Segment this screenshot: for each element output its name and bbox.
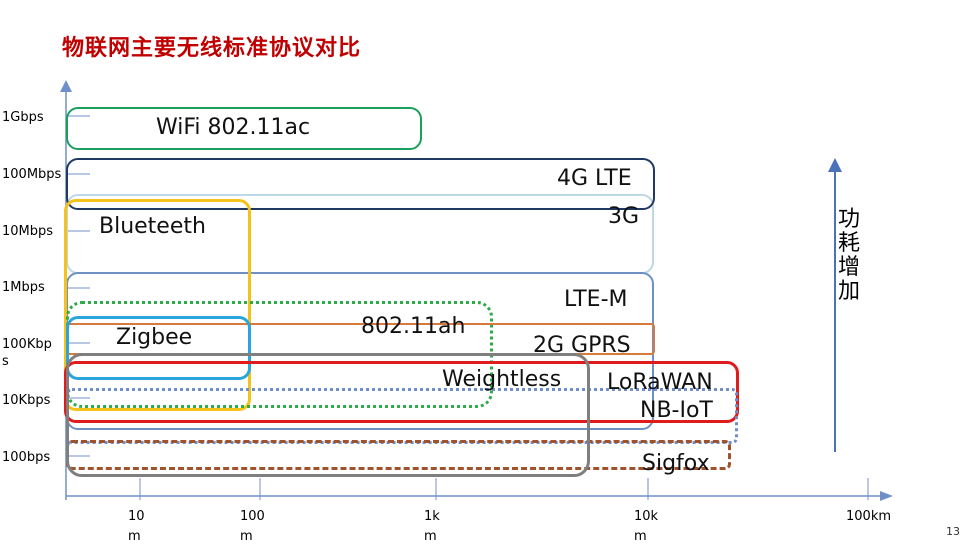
label-nbiot: NB-IoT xyxy=(640,398,713,423)
page-title: 物联网主要无线标准协议对比 xyxy=(62,36,362,61)
y-axis-arrow xyxy=(60,80,72,92)
y-label-1mbps: 1Mbps xyxy=(2,280,45,295)
x-label-10m: 10 m xyxy=(128,509,145,544)
y-label-100mbps: 100Mbps xyxy=(2,167,62,182)
label-3g: 3G xyxy=(608,204,640,229)
page-number: 13 xyxy=(946,525,960,538)
x-axis-arrow xyxy=(880,491,893,501)
box-bluetooth xyxy=(64,199,251,411)
x-label-1km: 1k m xyxy=(424,509,440,544)
y-label-1gbps: 1Gbps xyxy=(2,110,44,125)
label-2g-gprs: 2G GPRS xyxy=(533,333,631,358)
label-lorawan: LoRaWAN xyxy=(607,370,713,395)
y-label-100kbps: 100Kbps xyxy=(2,337,52,369)
x-label-100km: 100km xyxy=(846,509,892,524)
box-weightless xyxy=(66,353,590,477)
box-4g-lte xyxy=(66,158,655,210)
label-802-11ah: 802.11ah xyxy=(361,314,466,339)
label-bluetooth: Blueteeth xyxy=(99,214,206,239)
label-zigbee: Zigbee xyxy=(116,325,193,350)
label-4g-lte: 4G LTE xyxy=(557,166,632,191)
label-weightless: Weightless xyxy=(442,367,562,392)
box-wifi xyxy=(66,107,422,150)
label-sigfox: Sigfox xyxy=(642,451,710,476)
y-label-100bps: 100bps xyxy=(2,450,51,465)
box-zigbee xyxy=(66,316,251,380)
x-label-10km: 10k m xyxy=(634,509,659,544)
label-ltem: LTE-M xyxy=(564,287,628,312)
y-label-10mbps: 10Mbps xyxy=(2,224,54,239)
y-label-10kbps: 10Kbps xyxy=(2,393,51,408)
power-increase-label: 功耗增加 xyxy=(838,207,861,304)
power-arrow-head xyxy=(828,158,842,172)
label-wifi: WiFi 802.11ac xyxy=(156,115,311,140)
x-label-100m: 100 m xyxy=(240,509,265,544)
